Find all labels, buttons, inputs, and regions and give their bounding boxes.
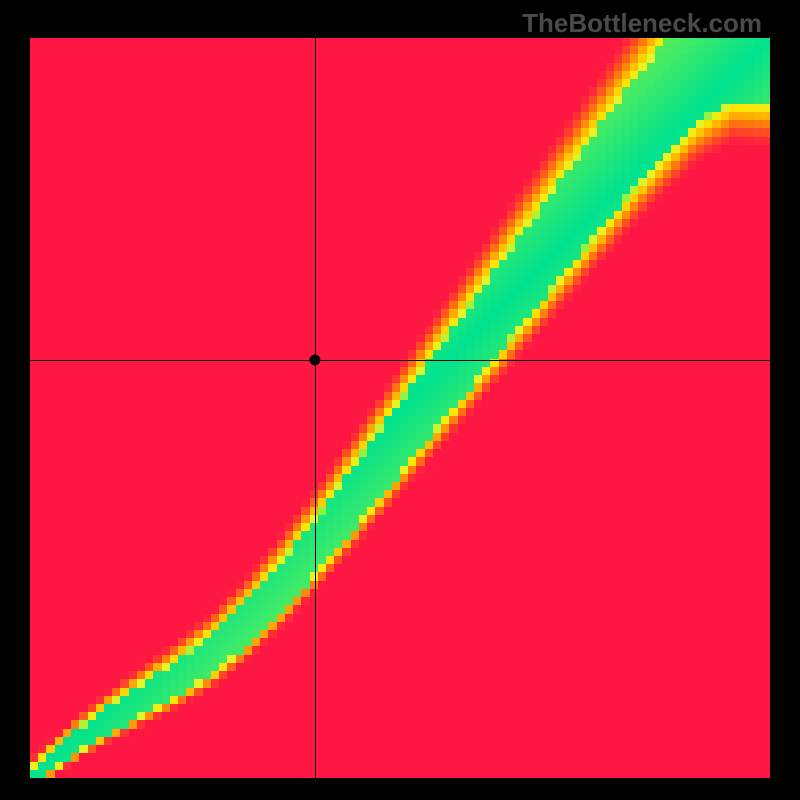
watermark-text: TheBottleneck.com (522, 8, 762, 39)
bottleneck-heatmap (0, 0, 800, 800)
